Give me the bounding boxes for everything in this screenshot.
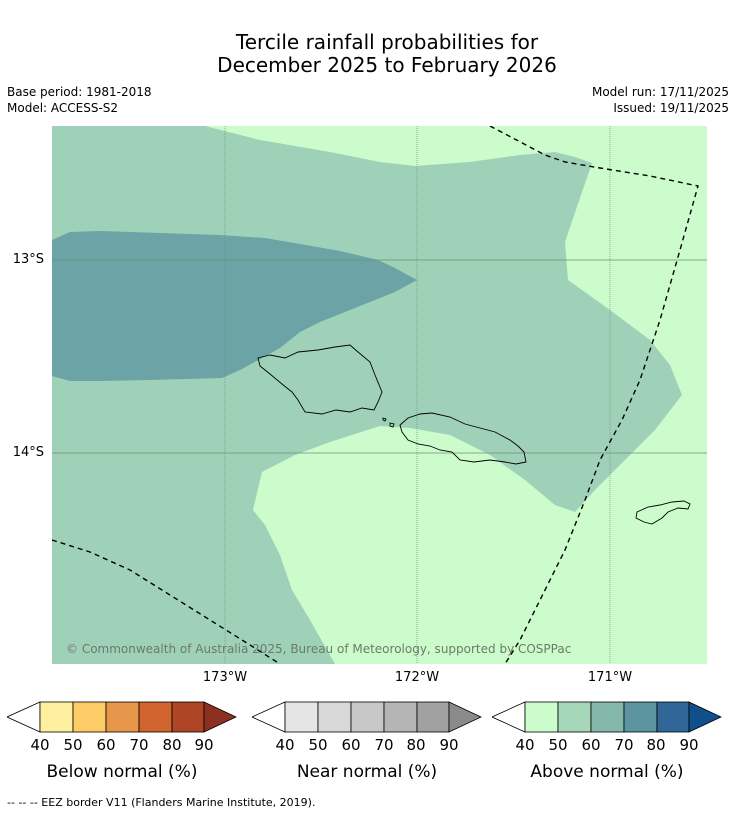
colorbar-swatch [284, 701, 319, 733]
colorbar-swatch [203, 701, 237, 733]
model-run: Model run: 17/11/2025 [591, 85, 729, 99]
title-line-1: Tercile rainfall probabilities for [235, 30, 539, 54]
tick-near-80: 80 [406, 736, 426, 754]
tick-near-70: 70 [374, 736, 394, 754]
meta-right: Model run: 17/11/2025 Issued: 19/11/2025 [592, 84, 729, 116]
colorbar-swatch [590, 701, 625, 733]
tick-above-40: 40 [515, 736, 535, 754]
colorbar-swatch [350, 701, 385, 733]
colorbar-swatch [524, 701, 559, 733]
lon-label-173w: 173°W [202, 670, 248, 685]
region-above-60-70 [52, 231, 417, 381]
tick-below-50: 50 [63, 736, 83, 754]
island-small-2 [389, 422, 395, 428]
colorbar-swatch [72, 701, 107, 733]
lon-label-172w: 172°W [394, 670, 440, 685]
island-small-1 [382, 417, 387, 422]
colorbar-swatch [623, 701, 658, 733]
lat-label-13s: 13°S [12, 252, 44, 267]
title-line-2: December 2025 to February 2026 [217, 53, 557, 77]
legend-title-below: Below normal (%) [46, 762, 198, 782]
tick-below-60: 60 [96, 736, 116, 754]
island-tutuila [635, 500, 691, 525]
chart-title: Tercile rainfall probabilities for Decem… [0, 31, 736, 77]
meta-left: Base period: 1981-2018 Model: ACCESS-S2 [7, 84, 152, 116]
tick-above-70: 70 [614, 736, 634, 754]
tick-above-50: 50 [548, 736, 568, 754]
issued-date: Issued: 19/11/2025 [613, 101, 729, 115]
tick-below-70: 70 [129, 736, 149, 754]
lon-label-171w: 171°W [587, 670, 633, 685]
tick-above-90: 90 [679, 736, 699, 754]
tick-below-40: 40 [30, 736, 50, 754]
footnote-eez: -- -- -- EEZ border V11 (Flanders Marine… [7, 796, 316, 809]
colorbar-swatch [557, 701, 592, 733]
lat-label-14s: 14°S [12, 445, 44, 460]
colorbar-swatch [138, 701, 173, 733]
model-name: Model: ACCESS-S2 [7, 101, 119, 115]
tick-below-90: 90 [194, 736, 214, 754]
tick-near-60: 60 [341, 736, 361, 754]
colorbar-swatch [105, 701, 140, 733]
tick-above-80: 80 [646, 736, 666, 754]
tick-near-90: 90 [439, 736, 459, 754]
islands [257, 344, 691, 525]
tick-near-40: 40 [275, 736, 295, 754]
colorbar-swatch [317, 701, 352, 733]
legend-title-above: Above normal (%) [530, 762, 684, 782]
colorbar-swatch [688, 701, 722, 733]
legend-title-near: Near normal (%) [296, 762, 438, 782]
tick-above-60: 60 [581, 736, 601, 754]
colorbar-swatch [416, 701, 450, 733]
colorbar-below [7, 701, 237, 733]
colorbar-above [492, 701, 722, 733]
tick-below-80: 80 [162, 736, 182, 754]
graticule [52, 126, 707, 664]
island-upolu [399, 412, 527, 465]
colorbar-swatch [171, 701, 205, 733]
base-period: Base period: 1981-2018 [7, 85, 152, 99]
tick-near-50: 50 [308, 736, 328, 754]
island-savaii [257, 344, 383, 415]
colorbar-swatch [656, 701, 690, 733]
colorbar-swatch [448, 701, 482, 733]
eez-border [52, 126, 699, 664]
copyright-text: © Commonwealth of Australia 2025, Bureau… [66, 642, 571, 656]
colorbar-swatch [39, 701, 74, 733]
colorbar-swatch [383, 701, 418, 733]
colorbar-near [252, 701, 482, 733]
